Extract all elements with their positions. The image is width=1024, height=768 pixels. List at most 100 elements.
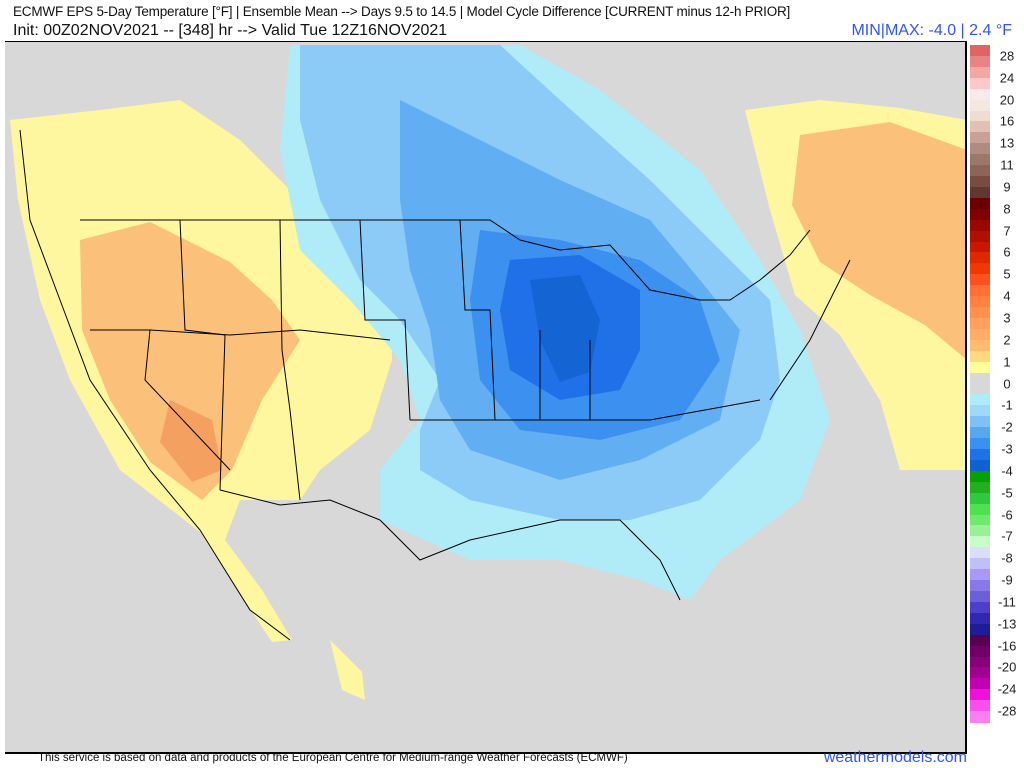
legend-label: 28	[999, 48, 1015, 64]
legend-swatch	[970, 416, 990, 428]
legend-swatch	[970, 383, 990, 395]
legend-label: 4	[1003, 288, 1011, 304]
warm-core-east-canada	[792, 122, 965, 359]
legend-swatch	[970, 110, 990, 122]
legend-swatch	[970, 186, 990, 199]
legend-label: -8	[1001, 550, 1013, 566]
legend-swatch	[970, 514, 990, 526]
legend-label: -13	[997, 616, 1017, 632]
min-max-readout: MIN|MAX: -4.0 | 2.4 °F	[851, 22, 1012, 39]
legend-swatch	[970, 241, 990, 253]
legend-swatch	[970, 612, 990, 625]
legend-swatch	[970, 711, 990, 723]
legend-swatch	[970, 503, 990, 516]
legend-label: -7	[1001, 528, 1013, 544]
ecmwf-credit: This service is based on data and produc…	[38, 752, 628, 764]
legend-swatch	[970, 623, 990, 636]
map-canvas	[5, 42, 965, 752]
legend-swatch	[970, 656, 990, 668]
legend-label: 2	[1003, 332, 1011, 348]
legend-swatch	[970, 307, 990, 319]
legend-label: 0	[1003, 376, 1011, 392]
legend-swatch	[970, 219, 990, 232]
legend-swatch	[970, 285, 990, 297]
legend-label: 5	[1003, 266, 1011, 282]
legend-swatch	[970, 361, 990, 374]
legend-swatch	[970, 77, 990, 90]
legend-swatch	[970, 580, 990, 592]
legend-swatch	[970, 470, 990, 483]
legend-swatch	[970, 132, 990, 144]
legend-label: 1	[1003, 354, 1011, 370]
legend-label: 7	[1003, 223, 1011, 239]
legend-swatch	[970, 252, 990, 264]
legend-swatch	[970, 165, 990, 177]
temperature-difference-map	[5, 42, 967, 754]
legend-label: -1	[1001, 397, 1013, 413]
legend-label: 9	[1003, 179, 1011, 195]
legend-swatch	[970, 689, 990, 701]
legend-swatch	[970, 45, 990, 57]
cold-region-minus3-5	[530, 275, 600, 382]
legend-swatch	[970, 143, 990, 155]
legend-swatch	[970, 263, 990, 275]
legend-label: -4	[1001, 463, 1013, 479]
legend-swatch	[970, 601, 990, 614]
legend-swatch	[970, 176, 990, 188]
political-borders	[19, 129, 851, 641]
legend-swatch	[970, 427, 990, 439]
legend-swatch	[970, 230, 990, 243]
legend-label: 13	[999, 135, 1015, 151]
color-scale-legend: 28 24 20 16 13 11 9 8 7 6 5 4 3 2 1 0 -1 -2 -3 -4 -5 -6 -7 -8 -9…	[970, 45, 1024, 725]
legend-label: 24	[999, 70, 1015, 86]
legend-swatch	[970, 438, 990, 450]
legend-swatch	[970, 645, 990, 657]
legend-swatch	[970, 66, 990, 79]
legend-label: 11	[1000, 157, 1014, 173]
legend-swatch	[970, 197, 990, 210]
legend-swatch	[970, 481, 990, 494]
legend-swatch	[970, 558, 990, 570]
legend-swatch	[970, 372, 990, 384]
legend-swatch	[970, 55, 990, 68]
legend-label: -6	[1001, 507, 1013, 523]
legend-label: 8	[1003, 201, 1011, 217]
legend-swatch	[970, 88, 990, 101]
legend-label: -5	[1001, 485, 1013, 501]
legend-label: 3	[1003, 310, 1011, 326]
legend-swatch	[970, 405, 990, 417]
legend-label: -24	[997, 681, 1017, 697]
legend-label: 6	[1003, 244, 1011, 260]
legend-swatch	[970, 99, 990, 111]
legend-swatch	[970, 328, 990, 341]
brand-link[interactable]: weathermodels.com	[823, 749, 967, 766]
legend-swatch	[970, 296, 990, 308]
legend-swatch	[970, 591, 990, 603]
legend-swatch	[970, 274, 990, 286]
legend-swatch	[970, 339, 990, 352]
legend-swatch	[970, 678, 990, 690]
legend-label: -16	[997, 638, 1017, 654]
legend-swatch	[970, 121, 990, 133]
legend-swatch	[970, 394, 990, 406]
legend-swatch	[970, 547, 990, 559]
legend-swatch	[970, 492, 990, 505]
legend-swatch	[970, 700, 990, 712]
legend-swatch	[970, 154, 990, 166]
legend-swatch	[970, 634, 990, 647]
legend-label: -3	[1001, 441, 1013, 457]
legend-label: -11	[998, 594, 1016, 610]
legend-swatch	[970, 449, 990, 461]
warm-core-west	[80, 222, 300, 500]
map-title: ECMWF EPS 5-Day Temperature [°F] | Ensem…	[13, 4, 791, 19]
legend-label: 20	[999, 92, 1015, 108]
legend-swatch	[970, 459, 990, 472]
warm-region-mexico	[330, 640, 365, 700]
init-valid-time: Init: 00Z02NOV2021 -- [348] hr --> Valid…	[13, 22, 448, 39]
legend-swatch	[970, 667, 990, 679]
warm-peak-west	[160, 400, 222, 482]
legend-swatch	[970, 536, 990, 548]
legend-swatch	[970, 318, 990, 330]
legend-label: 16	[999, 113, 1015, 129]
legend-label: -28	[997, 703, 1017, 719]
